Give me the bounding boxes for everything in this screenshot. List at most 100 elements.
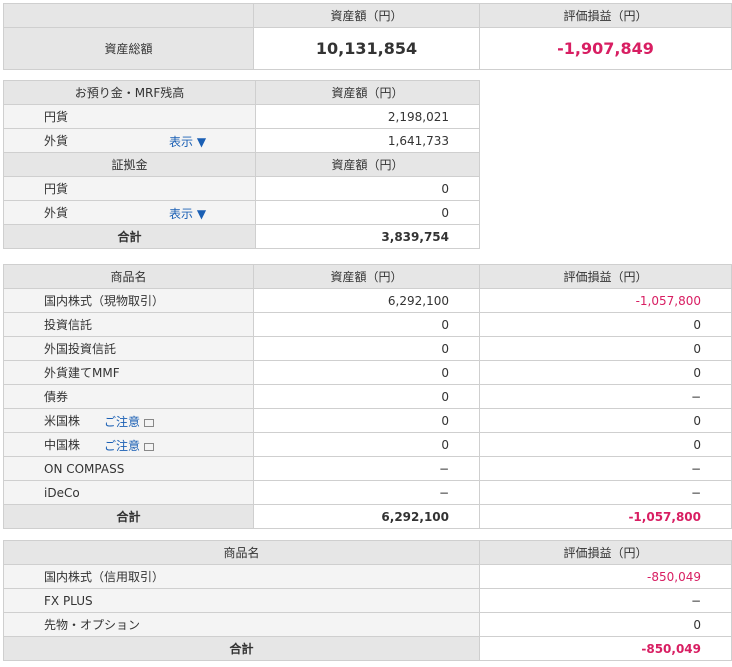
external-icon	[144, 443, 155, 451]
table-body: お預り金・MRF残高 資産額（円） 円貨 2,198,021 外貨 表示 ▼ 1,641,7…	[3, 80, 480, 249]
header-cell: 評価損益（円）	[479, 264, 732, 289]
value-cell: −	[253, 480, 480, 505]
link[interactable]: 表示 ▼	[169, 207, 207, 221]
data-row: 中国株 ご注意 0 0	[3, 432, 732, 457]
data-row: 外貨建てMMF 0 0	[3, 360, 732, 385]
external-icon	[144, 419, 155, 427]
table-body: 商品名 資産額（円） 評価損益（円） 国内株式（現物取引） 6,292,100 -1,05…	[3, 264, 732, 529]
data-row: 投資信託 0 0	[3, 312, 732, 337]
value-cell: 0	[479, 360, 732, 385]
data-row: 外貨 表示 ▼ 0	[3, 200, 480, 225]
header-row: お預り金・MRF残高 資産額（円）	[3, 80, 480, 105]
value-cell: -1,057,800	[479, 504, 732, 529]
value-cell: 0	[253, 312, 480, 337]
value-cell: 1,641,733	[255, 128, 480, 153]
header-cell: 資産額（円）	[255, 80, 480, 105]
value-cell: -850,049	[479, 564, 732, 589]
margin-table: 商品名 評価損益（円） 国内株式（信用取引） -850,049 FX PLUS − 先物・オ…	[3, 540, 732, 661]
data-row: ON COMPASS − −	[3, 456, 732, 481]
value-cell: 0	[255, 176, 480, 201]
deposits-table: お預り金・MRF残高 資産額（円） 円貨 2,198,021 外貨 表示 ▼ 1,641,7…	[3, 80, 480, 249]
label-cell: 国内株式（信用取引）	[3, 564, 480, 589]
data-row: FX PLUS −	[3, 588, 732, 613]
label-cell: 円貨	[3, 104, 256, 129]
value-cell: 0	[253, 336, 480, 361]
data-row: 円貨 2,198,021	[3, 104, 480, 129]
header-cell: 商品名	[3, 540, 480, 565]
value-cell: −	[479, 588, 732, 613]
link[interactable]: ご注意	[104, 437, 155, 454]
header-cell: 資産額（円）	[253, 264, 480, 289]
header-row: 資産額（円） 評価損益（円）	[3, 3, 732, 28]
header-cell: お預り金・MRF残高	[3, 80, 256, 105]
value-cell: 0	[253, 360, 480, 385]
label-cell: 投資信託	[3, 312, 254, 337]
value-cell: 0	[479, 408, 732, 433]
label-cell: 資産総額	[3, 27, 254, 70]
data-row: 先物・オプション 0	[3, 612, 732, 637]
data-row: 円貨 0	[3, 176, 480, 201]
label-cell: 先物・オプション	[3, 612, 480, 637]
label-cell: 外貨建てMMF	[3, 360, 254, 385]
data-row: 国内株式（信用取引） -850,049	[3, 564, 732, 589]
label-cell: 円貨	[3, 176, 256, 201]
total-row: 合計 3,839,754	[3, 224, 480, 249]
value-cell: −	[479, 480, 732, 505]
value-cell: −	[479, 384, 732, 409]
label-cell: 債券	[3, 384, 254, 409]
value-cell: −	[479, 456, 732, 481]
value-cell: 0	[253, 384, 480, 409]
header-row: 商品名 評価損益（円）	[3, 540, 732, 565]
value-cell: 2,198,021	[255, 104, 480, 129]
value-cell: -1,057,800	[479, 288, 732, 313]
label-cell: 合計	[3, 636, 480, 661]
summary-row: 資産総額 10,131,854 -1,907,849	[3, 27, 732, 70]
label-cell: 外貨 表示 ▼	[3, 128, 256, 153]
header-cell: 資産額（円）	[253, 3, 480, 28]
header-cell: 資産額（円）	[255, 152, 480, 177]
label-cell: ON COMPASS	[3, 456, 254, 481]
value-cell: 0	[479, 612, 732, 637]
label-cell: 国内株式（現物取引）	[3, 288, 254, 313]
header-cell: 商品名	[3, 264, 254, 289]
value-cell: 0	[253, 408, 480, 433]
data-row: iDeCo − −	[3, 480, 732, 505]
label-cell: 外国投資信託	[3, 336, 254, 361]
total-row: 合計 -850,049	[3, 636, 732, 661]
link[interactable]: ご注意	[104, 413, 155, 430]
value-cell: -1,907,849	[479, 27, 732, 70]
summary-table: 資産額（円） 評価損益（円） 資産総額 10,131,854 -1,907,849	[3, 3, 732, 70]
header-cell: 評価損益（円）	[479, 3, 732, 28]
value-cell: 0	[479, 312, 732, 337]
value-cell: −	[253, 456, 480, 481]
data-row: 国内株式（現物取引） 6,292,100 -1,057,800	[3, 288, 732, 313]
label-cell: 合計	[3, 504, 254, 529]
header-cell: 証拠金	[3, 152, 256, 177]
label-cell: 米国株 ご注意	[3, 408, 254, 433]
label-cell: 外貨 表示 ▼	[3, 200, 256, 225]
table-body: 資産額（円） 評価損益（円） 資産総額 10,131,854 -1,907,849	[3, 3, 732, 70]
label-cell: iDeCo	[3, 480, 254, 505]
value-cell: 10,131,854	[253, 27, 480, 70]
value-cell: 0	[479, 432, 732, 457]
header-cell: 評価損益（円）	[479, 540, 732, 565]
table-body: 商品名 評価損益（円） 国内株式（信用取引） -850,049 FX PLUS − 先物・オ…	[3, 540, 732, 661]
data-row: 債券 0−	[3, 384, 732, 409]
total-row: 合計 6,292,100 -1,057,800	[3, 504, 732, 529]
link[interactable]: 表示 ▼	[169, 135, 207, 149]
data-row: 外国投資信託 0 0	[3, 336, 732, 361]
data-row: 米国株 ご注意 0 0	[3, 408, 732, 433]
header-row: 商品名 資産額（円） 評価損益（円）	[3, 264, 732, 289]
data-row: 外貨 表示 ▼ 1,641,733	[3, 128, 480, 153]
header-cell	[3, 3, 254, 28]
value-cell: 6,292,100	[253, 288, 480, 313]
value-cell: 6,292,100	[253, 504, 480, 529]
label-cell: 中国株 ご注意	[3, 432, 254, 457]
label-cell: 合計	[3, 224, 256, 249]
value-cell: -850,049	[479, 636, 732, 661]
value-cell: 0	[479, 336, 732, 361]
header-row: 証拠金 資産額（円）	[3, 152, 480, 177]
label-cell: FX PLUS	[3, 588, 480, 613]
